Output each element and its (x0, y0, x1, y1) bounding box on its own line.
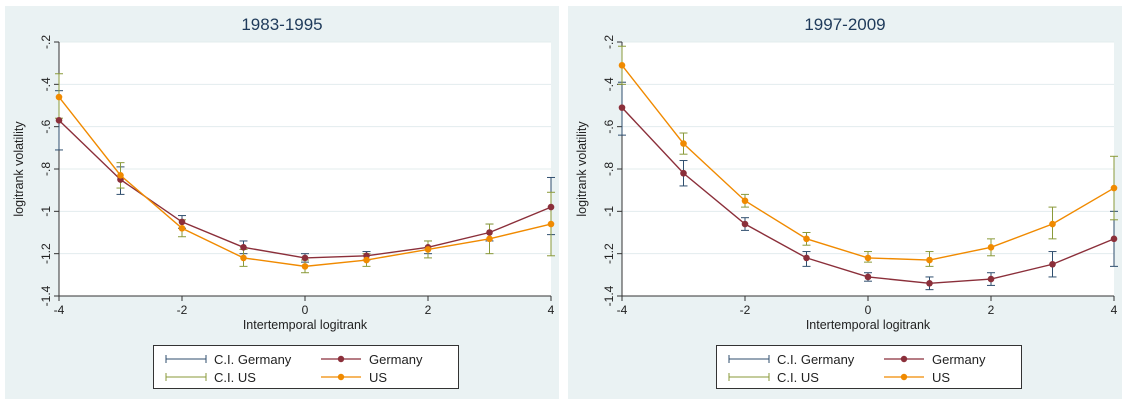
chart-svg: -.2 -.4 -.6 -.8 -1 -1.2 -1.4-4 -2 0 2 4 Intertempor… (575, 35, 1118, 332)
ci-us-legend-marker (165, 373, 207, 381)
series-us-point (240, 254, 247, 262)
x-tick-label: 0 (302, 303, 309, 317)
series-us-point (178, 224, 186, 232)
y-tick-label: -1 (602, 206, 616, 217)
legend-item-germany: Germany (882, 350, 985, 368)
y-tick-label: -.6 (602, 119, 616, 133)
legend-label: Germany (369, 351, 423, 367)
y-tick-label: -1 (39, 206, 53, 217)
series-us-point (486, 235, 493, 243)
legend-item-ci-germany: C.I. Germany (164, 350, 291, 368)
us-legend-marker (321, 373, 361, 381)
legend-label: US (932, 369, 951, 385)
x-tick-label: 4 (548, 303, 555, 317)
series-us-point (363, 256, 370, 264)
series-germany-point (178, 218, 186, 226)
x-tick-label: 2 (988, 303, 995, 317)
series-germany-point (240, 244, 247, 251)
legend-item-ci-us: C.I. US (727, 368, 819, 386)
series-us-point (864, 254, 872, 262)
x-axis-title: Intertemporal logitrank (243, 318, 368, 332)
y-axis-title: logitrank volatility (12, 121, 26, 217)
legend-item-us: US (882, 368, 950, 386)
series-germany-point (741, 220, 749, 228)
series-germany-point (301, 254, 309, 262)
y-tick-label: -1.2 (602, 243, 616, 264)
y-tick-label: -.8 (602, 162, 616, 176)
series-germany-point (486, 229, 493, 236)
series-germany-point (864, 273, 872, 281)
legend-label: C.I. Germany (214, 351, 292, 367)
us-legend-marker (884, 373, 924, 381)
x-tick-label: -2 (740, 303, 751, 317)
y-tick-label: -.2 (39, 35, 53, 49)
series-us-point (301, 263, 309, 270)
ci-germany-legend-marker (728, 355, 770, 363)
x-tick-label: -2 (177, 303, 188, 317)
series-germany-point (926, 280, 933, 287)
chart-title: 1983-1995 (241, 15, 323, 34)
legend-label: Germany (932, 351, 986, 367)
y-tick-label: -.6 (39, 119, 53, 133)
y-tick-label: -1.4 (602, 285, 616, 306)
series-us-point (117, 172, 124, 179)
y-tick-label: -.4 (602, 77, 616, 91)
legend-item-germany: Germany (319, 350, 422, 368)
series-us-point (926, 256, 933, 264)
x-tick-label: 4 (1111, 303, 1118, 317)
series-us-point (987, 244, 995, 251)
germany-legend-marker (884, 355, 924, 363)
legend-item-us: US (319, 368, 387, 386)
x-tick-label: -4 (617, 303, 628, 317)
ci-us-legend-marker (728, 373, 770, 381)
y-tick-label: -.8 (39, 162, 53, 176)
x-tick-label: 2 (425, 303, 432, 317)
legend-label: C.I. Germany (777, 351, 855, 367)
series-us-point (1110, 184, 1118, 192)
legend: C.I. Germany Germany C.I. US (153, 345, 459, 389)
x-tick-label: 0 (865, 303, 872, 317)
y-tick-label: -1.2 (39, 243, 53, 264)
x-tick-label: -4 (54, 303, 65, 317)
series-us-point (741, 197, 749, 205)
germany-legend-marker (321, 355, 361, 363)
series-germany-point (680, 169, 687, 177)
series-us-point (55, 93, 63, 101)
legend-label: C.I. US (777, 369, 819, 385)
ci-germany-legend-marker (165, 355, 207, 363)
series-us-point (618, 61, 626, 69)
legend-label: US (369, 369, 388, 385)
series-germany-point (987, 275, 995, 283)
legend-item-ci-germany: C.I. Germany (727, 350, 854, 368)
y-tick-label: -.4 (39, 77, 53, 91)
chart-svg: -.2 -.4 -.6 -.8 -1 -1.2 -1.4-4 -2 0 2 4 Intertempor… (12, 35, 555, 332)
legend-item-ci-us: C.I. US (164, 368, 256, 386)
series-germany-point (547, 203, 555, 211)
chart-title: 1997-2009 (804, 15, 886, 34)
y-tick-label: -1.4 (39, 285, 53, 306)
series-us-point (680, 140, 687, 147)
series-germany-point (618, 104, 626, 111)
series-us-point (803, 235, 810, 243)
series-germany-point (1110, 235, 1118, 243)
series-germany-point (803, 254, 810, 262)
series-germany-point (55, 117, 63, 124)
y-axis-title: logitrank volatility (575, 121, 589, 217)
series-us-point (424, 246, 432, 253)
panel-1983-1995: 1983-1995 -.2 -.4 -.6 -.8 -1 -1.2 -1.4 -4 -2 0 2 4 I… (5, 6, 559, 399)
series-germany-point (1049, 260, 1056, 268)
panel-1997-2009: 1997-2009 -.2 -.4 -.6 -.8 -1 -1.2 -1.4 -4 -2 0 2 4 I… (568, 6, 1122, 399)
x-axis-title: Intertemporal logitrank (806, 318, 931, 332)
legend-label: C.I. US (214, 369, 256, 385)
series-us-point (547, 220, 555, 228)
legend: C.I. Germany Germany C.I. US (716, 345, 1022, 389)
y-tick-label: -.2 (602, 35, 616, 49)
series-us-point (1049, 220, 1056, 228)
